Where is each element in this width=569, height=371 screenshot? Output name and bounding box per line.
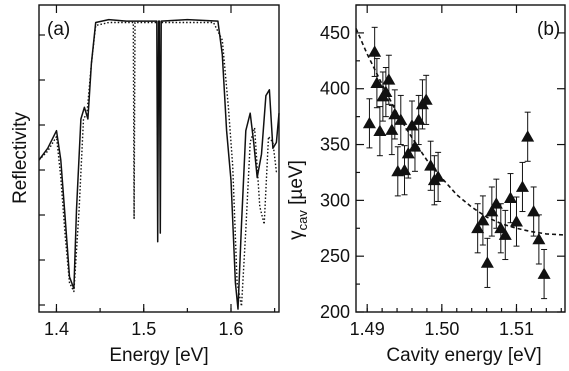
- data-point: [527, 187, 540, 236]
- panel-a: 1.4 1.5 1.6 (a) Energy [eV] Reflectivity: [10, 5, 279, 366]
- panel-b-y-tick-label: 350: [320, 135, 350, 155]
- panel-b-y-tick-label: 300: [320, 190, 350, 210]
- data-point: [379, 68, 392, 117]
- panel-b-x-ticks: 1.49 1.50 1.51: [350, 5, 562, 339]
- data-point: [538, 249, 551, 298]
- panel-b-y-tick-label: 250: [320, 246, 350, 266]
- panel-b-x-axis-label: Cavity energy [eV]: [386, 345, 541, 366]
- triangle-marker: [510, 215, 523, 226]
- triangle-marker: [516, 180, 529, 191]
- gamma-unit: [µeV]: [286, 160, 307, 210]
- panel-b-label: (b): [537, 19, 560, 40]
- gamma-subscript: cav: [295, 210, 310, 231]
- panel-b-x-tick-label: 1.49: [350, 319, 385, 339]
- data-point: [394, 95, 407, 144]
- panel-a-label: (a): [47, 19, 70, 40]
- panel-a-y-axis-label: Reflectivity: [10, 112, 31, 204]
- triangle-marker: [368, 45, 381, 56]
- triangle-marker: [424, 159, 437, 170]
- panel-b: 1.49 1.50 1.51 200 250 300 350 400 450 (b) Cavi…: [286, 5, 565, 366]
- triangle-marker: [538, 268, 551, 279]
- reflectivity-solid-curve: [39, 20, 279, 310]
- panel-a-x-tick-label: 1.6: [218, 319, 243, 339]
- gamma-symbol: γ: [286, 230, 307, 240]
- data-point: [510, 197, 523, 246]
- data-point: [516, 162, 529, 211]
- triangle-marker: [408, 140, 421, 151]
- triangle-marker: [363, 117, 376, 128]
- panel-b-x-tick-label: 1.51: [499, 319, 534, 339]
- data-point: [532, 215, 545, 264]
- panel-b-points: [363, 27, 551, 298]
- data-point: [481, 238, 494, 287]
- panel-a-curves: [39, 20, 279, 310]
- panel-a-x-axis-label: Energy [eV]: [109, 345, 208, 366]
- data-point: [373, 107, 386, 156]
- panel-b-y-tick-label: 450: [320, 23, 350, 43]
- panel-b-y-tick-label: 200: [320, 302, 350, 322]
- panel-a-x-tick-label: 1.4: [44, 319, 69, 339]
- triangle-marker: [385, 124, 398, 135]
- triangle-marker: [521, 130, 534, 141]
- panel-b-y-axis-label: γcav [µeV]: [286, 160, 310, 240]
- panel-b-x-tick-label: 1.50: [424, 319, 459, 339]
- panel-b-frame: [356, 5, 565, 312]
- data-point: [504, 174, 517, 223]
- triangle-marker: [412, 113, 425, 124]
- panel-b-y-ticks: 200 250 300 350 400 450: [320, 5, 565, 322]
- triangle-marker: [532, 233, 545, 244]
- data-point: [368, 27, 381, 76]
- triangle-marker: [382, 73, 395, 84]
- triangle-marker: [373, 125, 386, 136]
- triangle-marker: [481, 256, 494, 267]
- panel-a-x-tick-label: 1.5: [131, 319, 156, 339]
- data-point: [363, 99, 376, 148]
- panel-a-y-ticks: [39, 35, 45, 305]
- panel-b-y-tick-label: 400: [320, 79, 350, 99]
- data-point: [521, 112, 534, 161]
